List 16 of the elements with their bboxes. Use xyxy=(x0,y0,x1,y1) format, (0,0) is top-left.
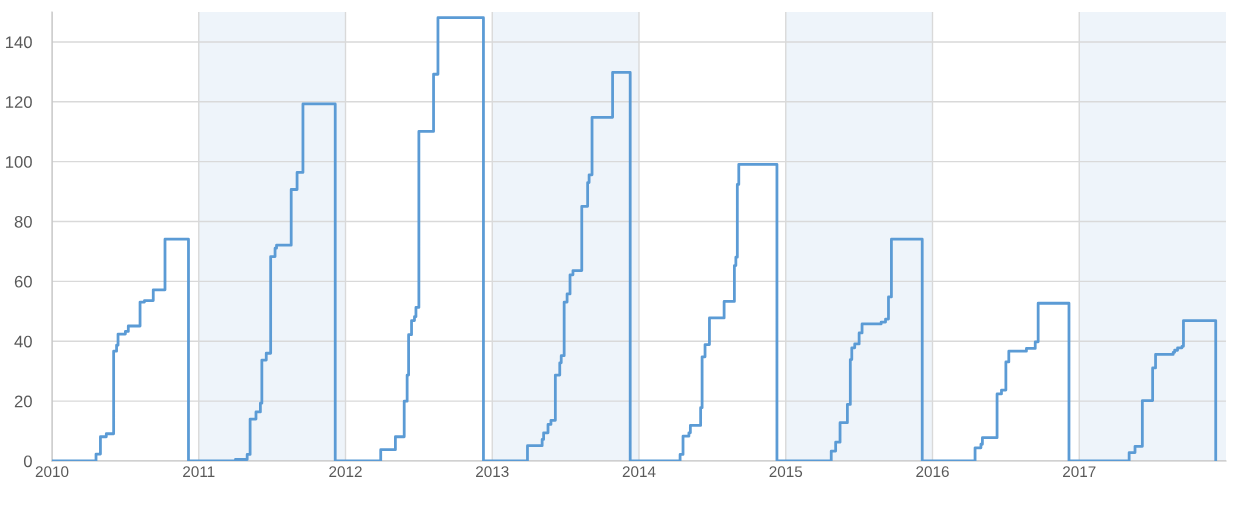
x-tick-label: 2010 xyxy=(35,466,69,478)
x-tick-label: 2011 xyxy=(183,466,215,478)
y-tick-label: 20 xyxy=(14,395,32,408)
x-tick-label: 2016 xyxy=(916,466,949,478)
x-tick-label: 2015 xyxy=(769,466,803,478)
y-tick-label: 140 xyxy=(6,36,32,49)
y-tick-label: 100 xyxy=(6,156,32,168)
y-tick-label: 120 xyxy=(6,96,32,108)
x-tick-label: 2012 xyxy=(329,466,362,478)
y-tick-label: 60 xyxy=(14,275,32,288)
x-tick-label: 2017 xyxy=(1063,466,1096,478)
y-tick-label: 80 xyxy=(14,215,32,228)
x-tick-label: 2013 xyxy=(476,466,509,478)
x-tick-label: 2014 xyxy=(622,466,656,478)
y-tick-label: 40 xyxy=(14,335,32,348)
y-tick-label: 0 xyxy=(23,455,32,468)
